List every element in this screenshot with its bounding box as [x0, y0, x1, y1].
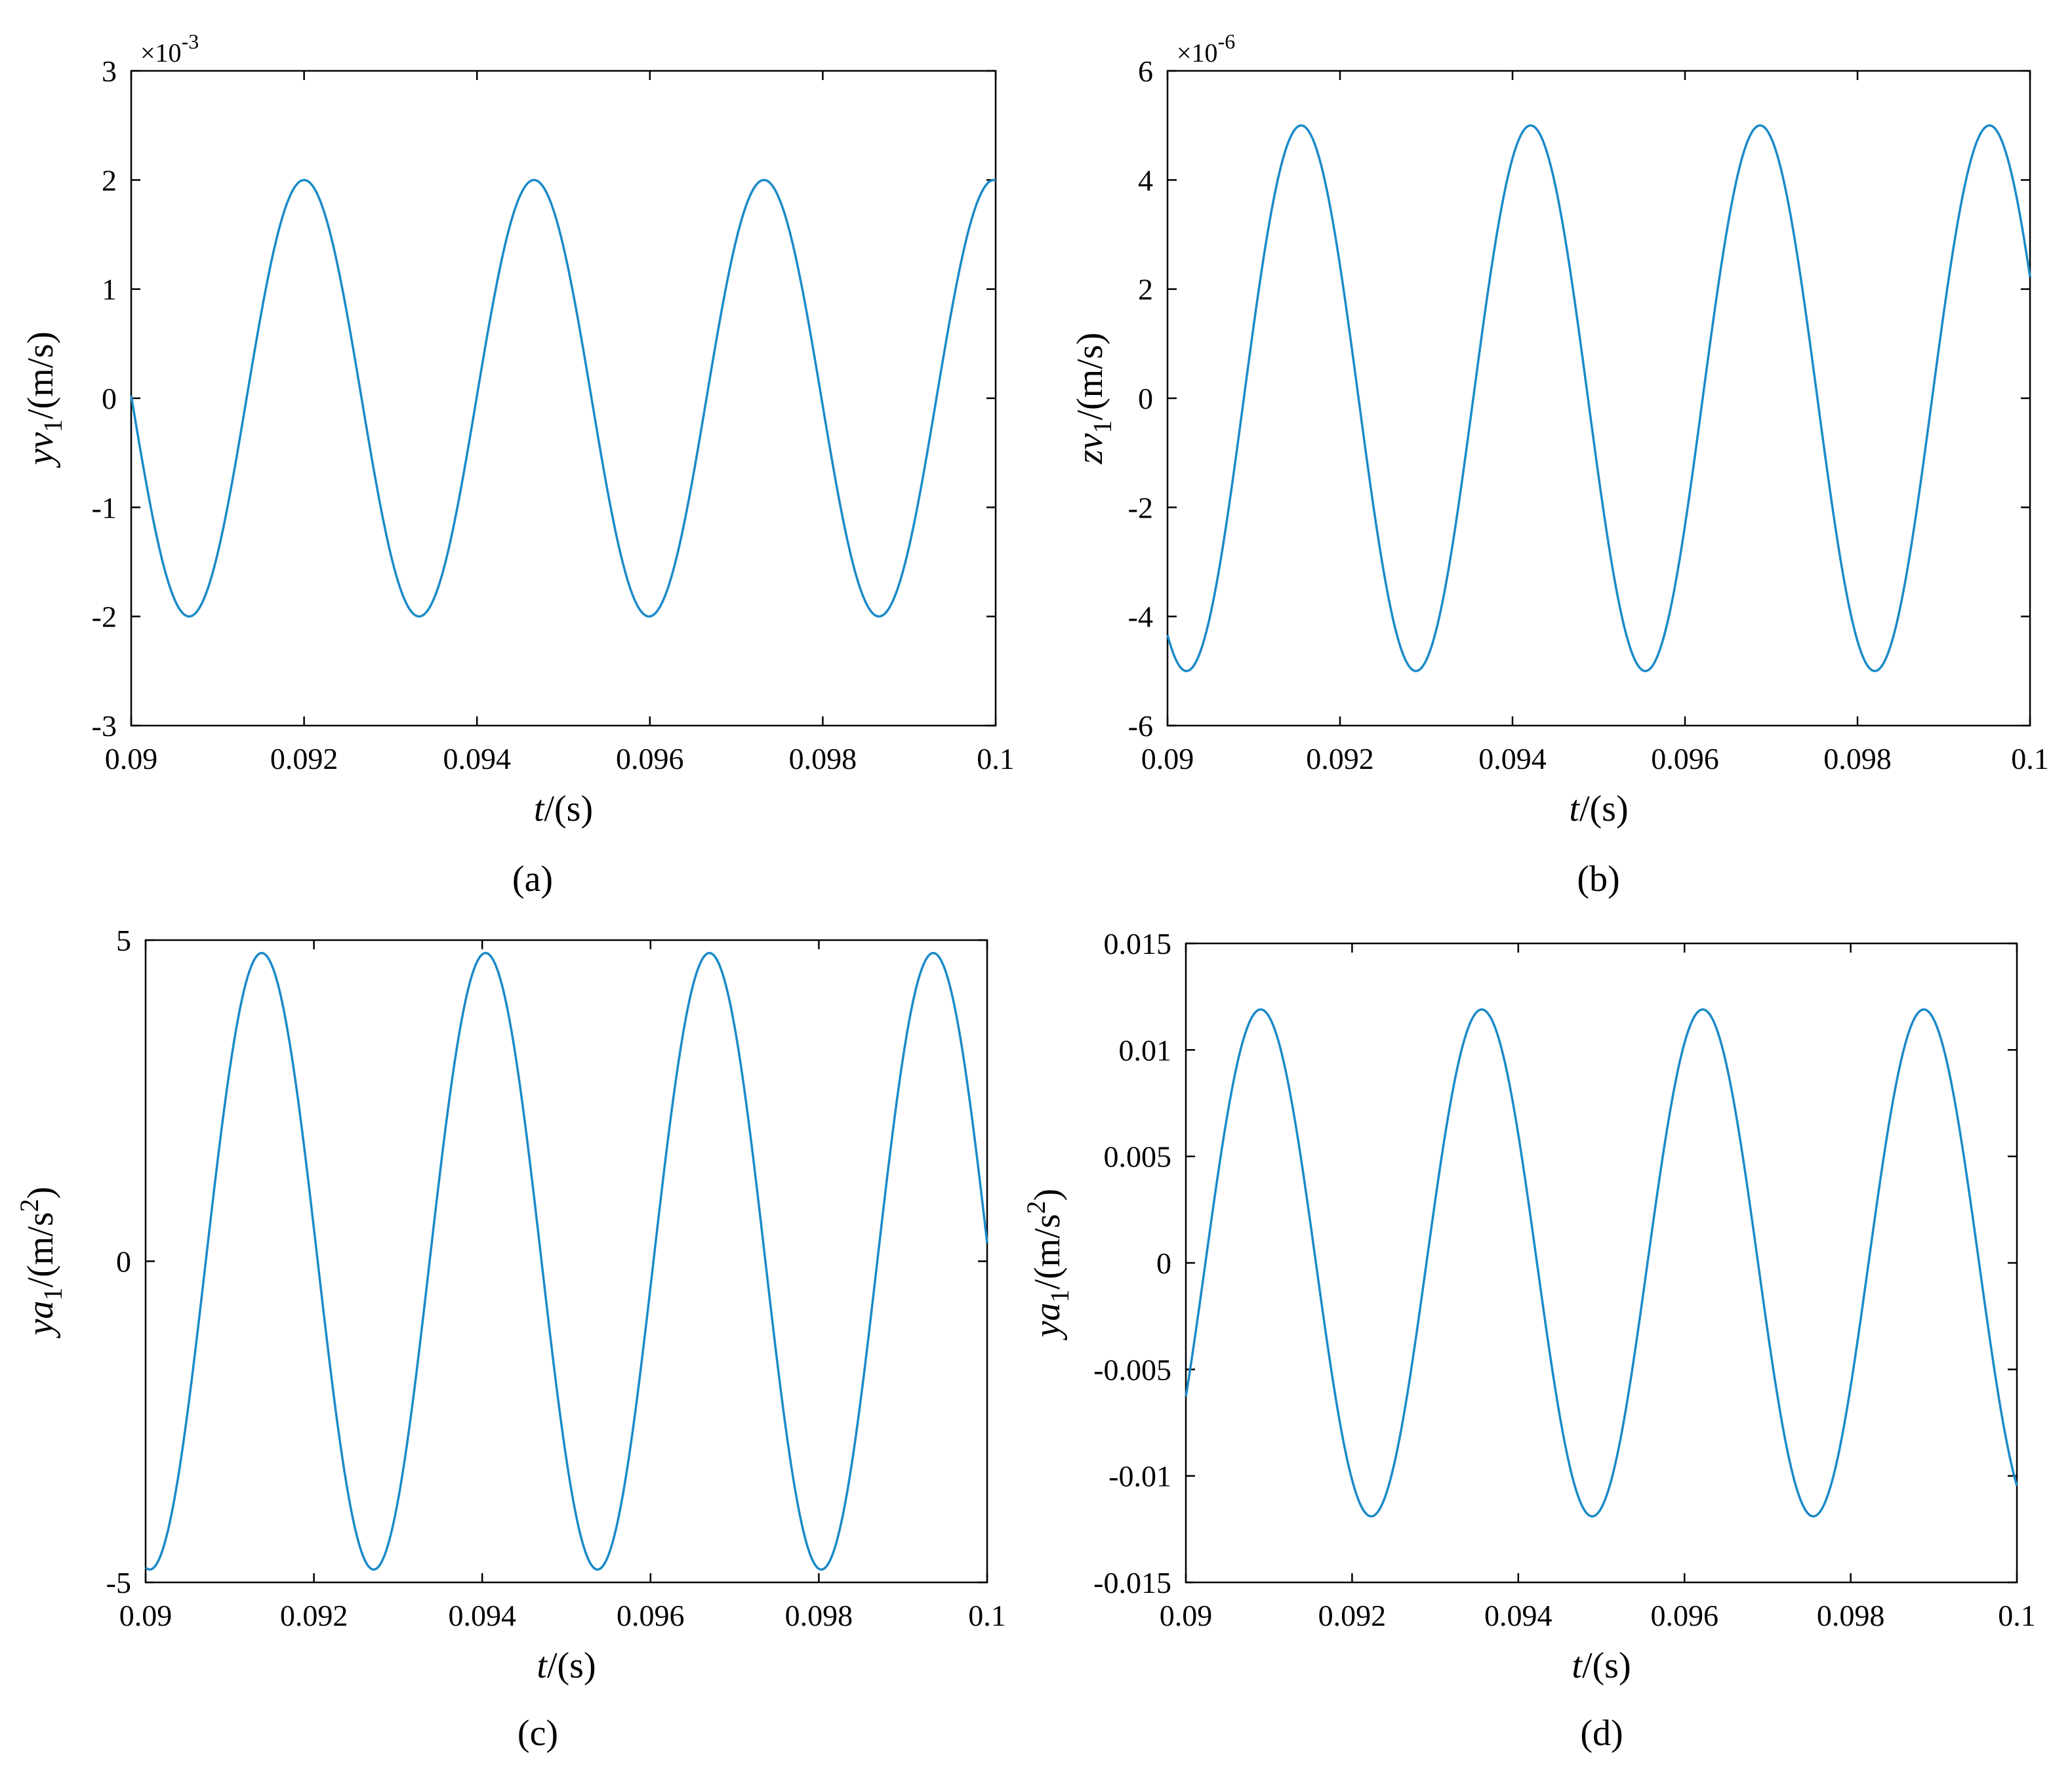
x-axis-label: t/(s) [1569, 789, 1628, 829]
x-tick-label: 0.1 [968, 1599, 1006, 1632]
axis-exponent: ×10-6 [1177, 30, 1235, 68]
x-tick-label: 0.1 [977, 742, 1015, 775]
y-axis-label: zv1/(m/s) [1070, 333, 1117, 464]
panel-label: (c) [518, 1713, 558, 1754]
y-tick-label: -0.015 [1093, 1566, 1171, 1599]
y-tick-label: -1 [92, 491, 117, 524]
x-tick-label: 0.094 [443, 742, 511, 775]
series-line [1185, 1008, 2018, 1518]
x-axis-label: t/(s) [1572, 1645, 1631, 1686]
x-tick-label: 0.094 [1478, 742, 1547, 775]
y-tick-label: -3 [92, 709, 117, 743]
chart-panel-d: 0.09 0.092 0.094 0.096 0.098 0.1 -0.015 -0.01 -0… [1021, 927, 2036, 1754]
y-tick-label: 0.005 [1104, 1140, 1172, 1174]
x-tick-label: 0.092 [270, 742, 338, 775]
x-tick-label: 0.096 [617, 1599, 685, 1632]
x-tick-label: 0.094 [1484, 1599, 1553, 1632]
panel-label: (b) [1577, 859, 1619, 899]
y-tick-label: 0 [116, 1245, 131, 1279]
x-tick-label: 0.092 [1306, 742, 1374, 775]
axis-exponent: ×10-3 [140, 30, 199, 68]
x-axis-label: t/(s) [534, 789, 593, 829]
y-tick-label: 6 [1138, 54, 1153, 88]
y-tick-label: -0.01 [1108, 1460, 1171, 1493]
x-axis-label: t/(s) [537, 1645, 596, 1686]
x-tick-label: 0.1 [2011, 742, 2049, 775]
y-axis-label: ya1/(m/s2) [1021, 1189, 1074, 1341]
plot-frame [144, 939, 988, 1584]
y-tick-label: 2 [102, 163, 117, 197]
y-tick-label: -4 [1128, 600, 1153, 634]
y-tick-label: 3 [102, 54, 117, 88]
y-tick-label: 0 [1156, 1247, 1171, 1280]
panel-label: (d) [1580, 1713, 1623, 1754]
y-tick-label: 4 [1138, 163, 1153, 197]
x-tick-label: 0.09 [105, 742, 158, 775]
series-line [144, 951, 988, 1571]
y-tick-label: -6 [1128, 709, 1153, 743]
y-axis-label: ya1/(m/s2) [14, 1187, 68, 1339]
y-tick-label: 0 [102, 382, 117, 415]
y-tick-label: -2 [1128, 491, 1153, 524]
x-tick-label: 0.09 [1141, 742, 1194, 775]
y-tick-label: 0.01 [1119, 1033, 1172, 1067]
x-tick-label: 0.09 [119, 1599, 173, 1632]
panel-label: (a) [512, 859, 553, 899]
y-tick-label: 5 [116, 924, 131, 957]
x-tick-label: 0.098 [789, 742, 857, 775]
y-tick-label: -0.005 [1093, 1353, 1171, 1386]
y-tick-label: -2 [92, 600, 117, 634]
x-tick-label: 0.096 [1651, 742, 1719, 775]
x-tick-label: 0.098 [1817, 1599, 1885, 1632]
series-line [130, 178, 996, 618]
chart-panel-c: 0.09 0.092 0.094 0.096 0.098 0.1 -5 0 5 t/(s) ya1/… [14, 924, 1006, 1754]
plot-frame [130, 70, 997, 727]
y-tick-label: 2 [1138, 273, 1153, 306]
y-tick-label: 1 [102, 273, 117, 306]
x-tick-label: 0.098 [785, 1599, 853, 1632]
series-line [1166, 124, 2031, 672]
x-tick-label: 0.092 [1318, 1599, 1387, 1632]
x-tick-label: 0.1 [1998, 1599, 2036, 1632]
y-tick-label: -5 [106, 1566, 131, 1599]
x-tick-label: 0.094 [448, 1599, 516, 1632]
y-tick-label: 0.015 [1104, 927, 1172, 960]
chart-panel-a: 0.09 0.092 0.094 0.096 0.098 0.1 -3 -2 -1 0 1 2 3 ×10… [20, 30, 1015, 899]
x-tick-label: 0.098 [1823, 742, 1892, 775]
chart-panel-b: 0.09 0.092 0.094 0.096 0.098 0.1 -6 -4 -2 0 2 4 6 ×10… [1070, 30, 2049, 899]
x-tick-label: 0.096 [616, 742, 684, 775]
x-tick-label: 0.096 [1650, 1599, 1718, 1632]
y-tick-label: 0 [1138, 382, 1153, 415]
y-axis-label: yv1/(m/s) [20, 331, 68, 468]
x-tick-label: 0.09 [1160, 1599, 1213, 1632]
plot-frame [1166, 70, 2031, 727]
plot-frame [1185, 942, 2018, 1584]
x-tick-label: 0.092 [280, 1599, 348, 1632]
